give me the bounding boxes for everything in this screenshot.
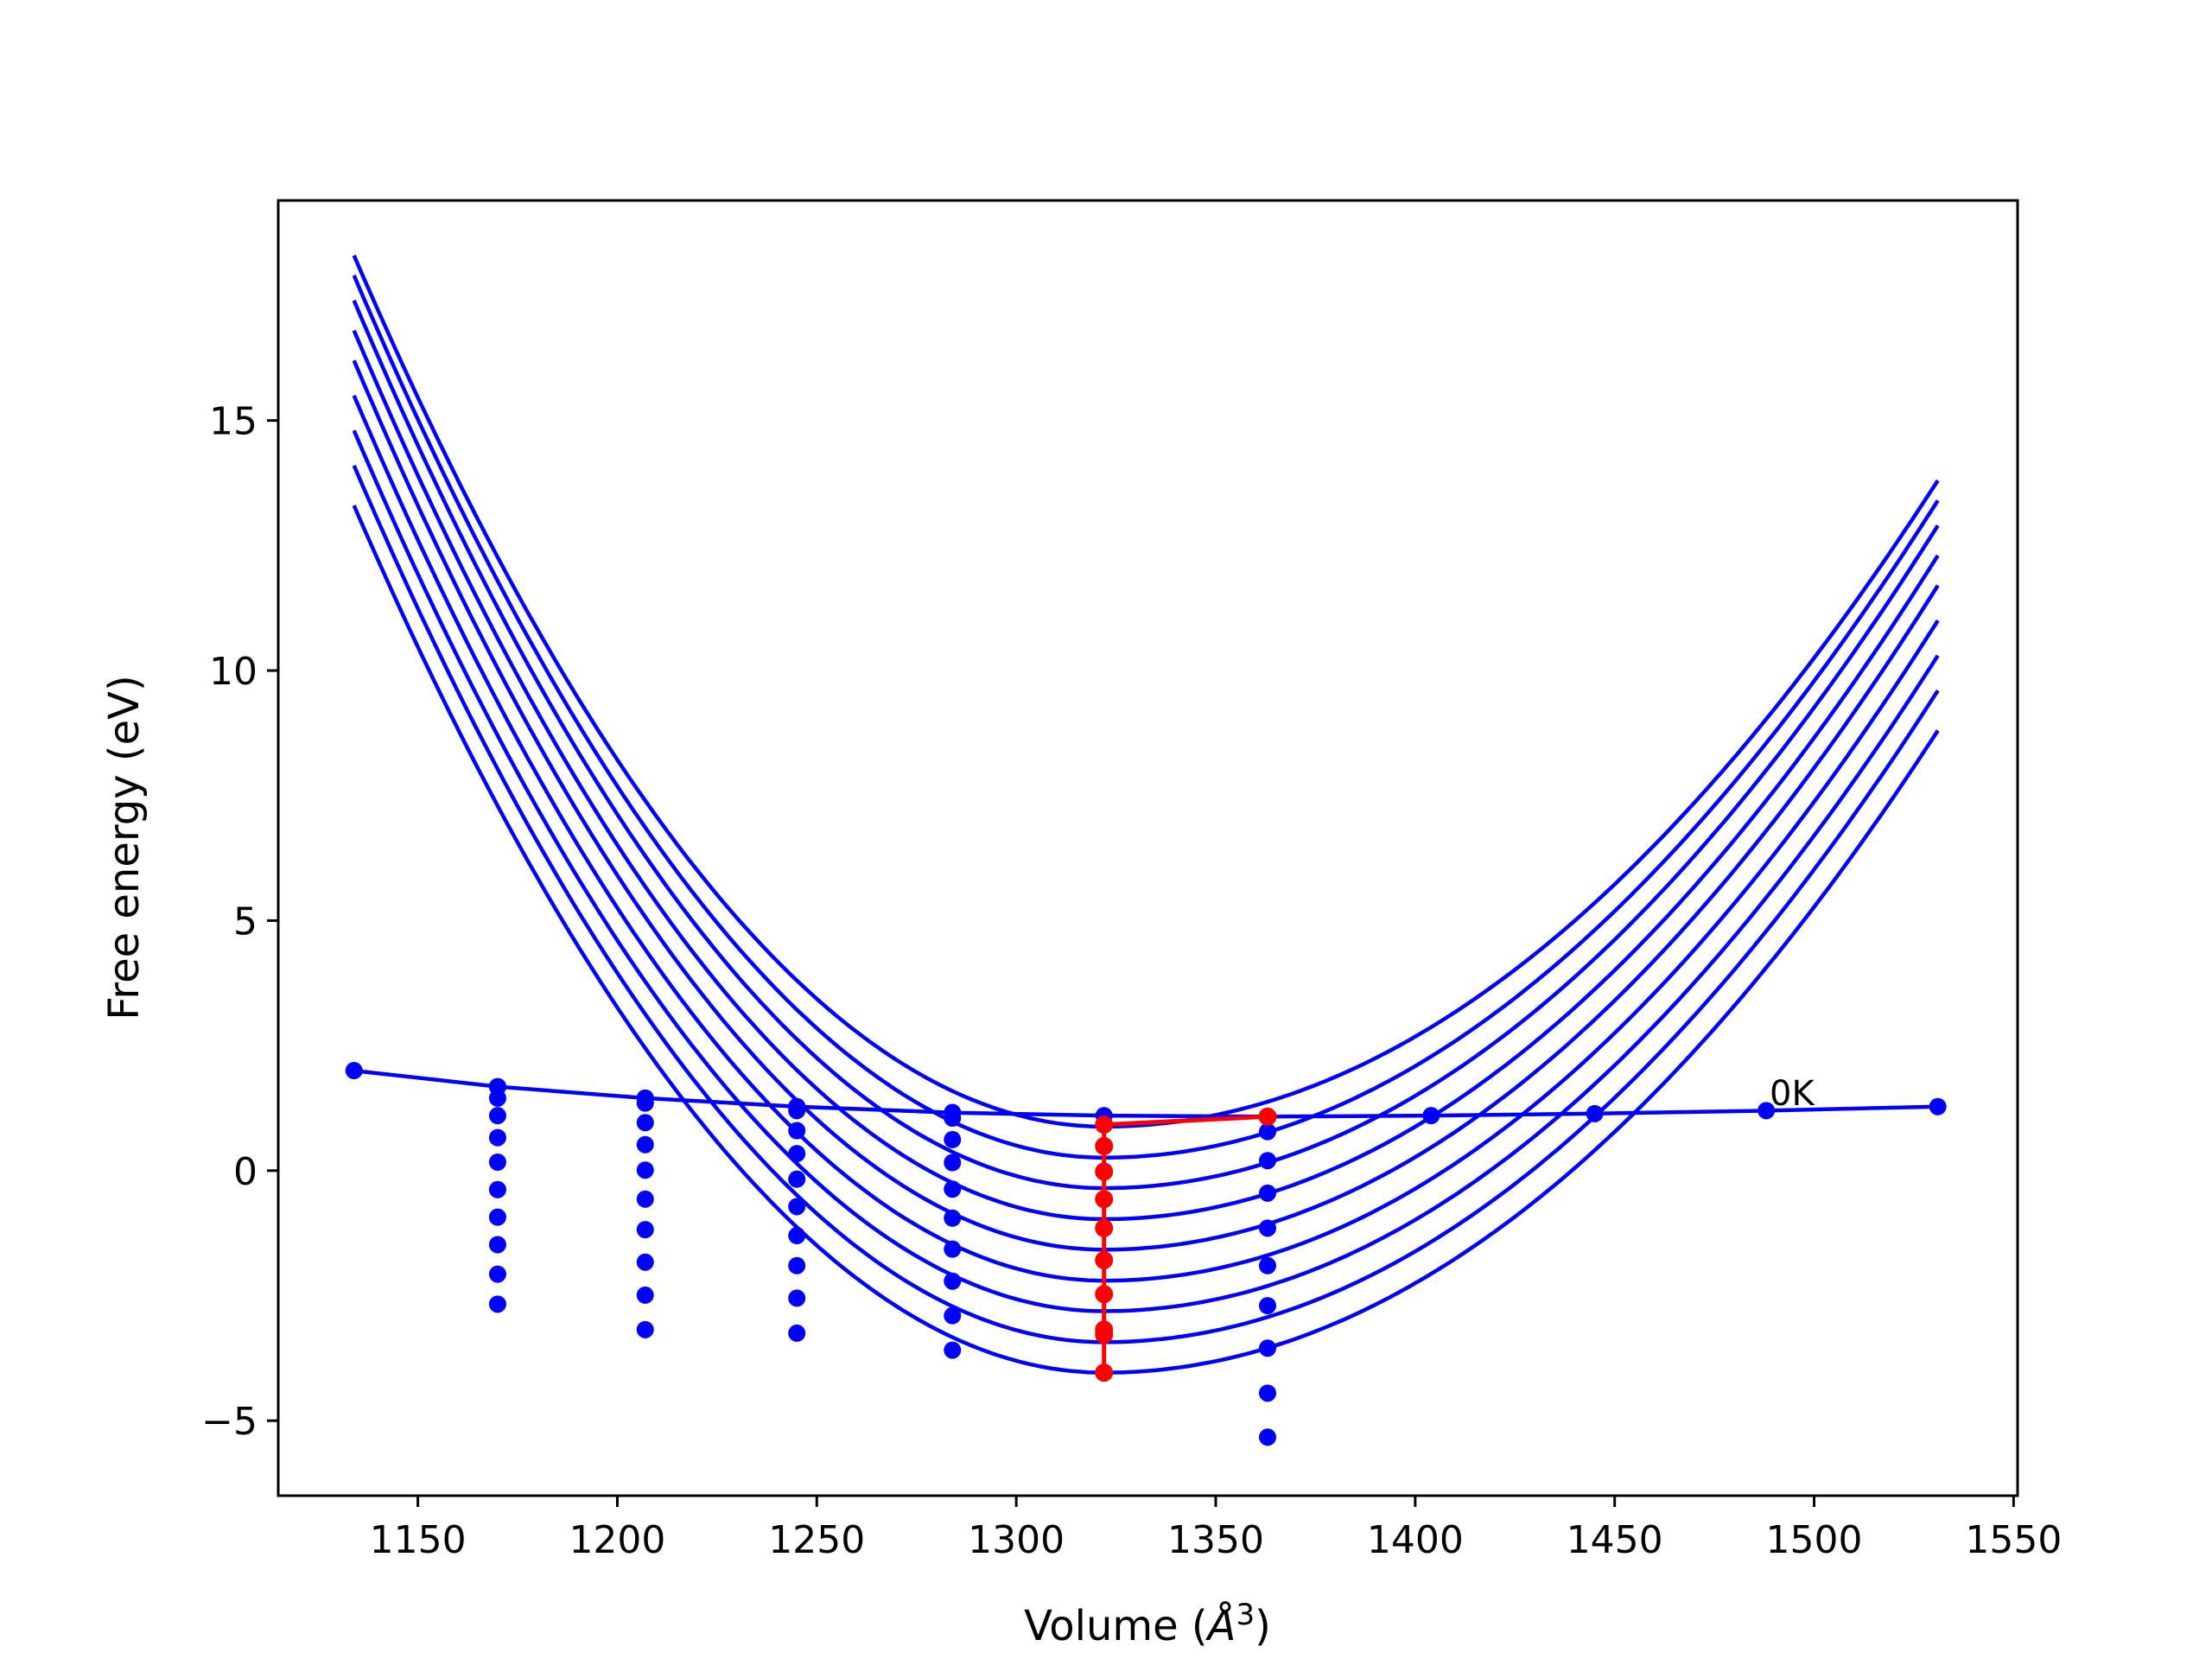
data-point bbox=[1259, 1297, 1277, 1315]
data-point bbox=[488, 1153, 506, 1171]
minima-point bbox=[1095, 1363, 1114, 1382]
zero-k-point bbox=[1929, 1097, 1947, 1116]
data-point bbox=[788, 1102, 806, 1120]
x-axis-label: Volume (Å3) bbox=[1024, 1598, 1271, 1650]
minima-point bbox=[1095, 1116, 1114, 1135]
data-points bbox=[488, 1077, 1277, 1446]
data-point bbox=[488, 1208, 506, 1226]
plot-frame bbox=[276, 199, 2019, 1497]
x-tick-label: 1400 bbox=[1367, 1518, 1464, 1562]
x-tick-label: 1350 bbox=[1167, 1518, 1264, 1562]
fit-curve-8 bbox=[352, 464, 1940, 1344]
data-point bbox=[788, 1122, 806, 1140]
data-point bbox=[1259, 1219, 1277, 1237]
zero-k-point bbox=[345, 1062, 363, 1080]
minima-point bbox=[1095, 1285, 1114, 1304]
x-tick-label: 1150 bbox=[370, 1518, 467, 1562]
x-tick-label: 1450 bbox=[1567, 1518, 1663, 1562]
data-point bbox=[944, 1130, 962, 1148]
y-axis-label: Free energy (eV) bbox=[100, 675, 149, 1020]
data-point bbox=[636, 1286, 654, 1304]
fit-curve-5 bbox=[352, 359, 1940, 1252]
data-point bbox=[488, 1265, 506, 1283]
data-point bbox=[944, 1240, 962, 1258]
zero-k-series bbox=[345, 1062, 1947, 1126]
data-point bbox=[1259, 1152, 1277, 1170]
y-tick-label: 5 bbox=[233, 899, 257, 944]
fit-curve-9 bbox=[352, 505, 1940, 1375]
x-tick-label: 1200 bbox=[569, 1518, 665, 1562]
data-point bbox=[1259, 1339, 1277, 1357]
zero-k-point bbox=[1758, 1102, 1776, 1120]
minima-point bbox=[1095, 1162, 1114, 1181]
data-point bbox=[944, 1306, 962, 1325]
data-point bbox=[788, 1198, 806, 1216]
data-point bbox=[636, 1221, 654, 1239]
fit-curve-3 bbox=[352, 299, 1940, 1191]
data-point bbox=[944, 1272, 962, 1290]
x-axis: 1150 1200 1250 1300 1350 1400 1450 1500 1550 bbox=[370, 1496, 2062, 1562]
data-point bbox=[788, 1145, 806, 1163]
data-point bbox=[944, 1341, 962, 1359]
data-point bbox=[488, 1180, 506, 1198]
data-point bbox=[788, 1256, 806, 1274]
x-tick-label: 1300 bbox=[968, 1518, 1065, 1562]
zero-k-point bbox=[1422, 1107, 1440, 1125]
minima-point bbox=[1095, 1190, 1114, 1209]
data-point bbox=[788, 1289, 806, 1307]
x-tick-label: 1250 bbox=[768, 1518, 865, 1562]
y-tick-label: 15 bbox=[209, 400, 257, 444]
zero-k-label: 0K bbox=[1770, 1074, 1815, 1114]
data-point bbox=[1259, 1122, 1277, 1141]
data-point bbox=[488, 1295, 506, 1313]
data-point bbox=[488, 1107, 506, 1125]
data-point bbox=[488, 1236, 506, 1254]
minima-point bbox=[1095, 1136, 1114, 1155]
data-point bbox=[636, 1190, 654, 1208]
minima-point bbox=[1095, 1325, 1114, 1344]
data-point bbox=[944, 1209, 962, 1227]
data-point bbox=[788, 1170, 806, 1188]
fit-curve-7 bbox=[352, 429, 1940, 1313]
data-point bbox=[1259, 1384, 1277, 1402]
data-point bbox=[944, 1154, 962, 1172]
minima-point bbox=[1258, 1107, 1277, 1126]
minima-path bbox=[1095, 1107, 1277, 1382]
data-point bbox=[636, 1320, 654, 1338]
fit-curves bbox=[352, 254, 1940, 1375]
data-point bbox=[636, 1161, 654, 1179]
fit-curve-6 bbox=[352, 394, 1940, 1283]
data-point bbox=[1259, 1428, 1277, 1446]
fit-curve-2 bbox=[352, 274, 1940, 1160]
data-point bbox=[788, 1227, 806, 1245]
data-point bbox=[636, 1135, 654, 1154]
data-point bbox=[636, 1253, 654, 1271]
zero-k-point bbox=[1586, 1104, 1604, 1122]
y-tick-label: −5 bbox=[201, 1400, 257, 1444]
data-point bbox=[944, 1180, 962, 1198]
y-axis: −5 0 5 10 15 bbox=[201, 400, 278, 1444]
data-point bbox=[488, 1128, 506, 1147]
zero-k-line bbox=[353, 1068, 1938, 1119]
x-tick-label: 1500 bbox=[1766, 1518, 1863, 1562]
data-point bbox=[944, 1109, 962, 1128]
fit-curve-1 bbox=[352, 254, 1940, 1129]
y-tick-label: 10 bbox=[209, 650, 257, 694]
fit-curve-4 bbox=[352, 329, 1940, 1222]
data-point bbox=[788, 1324, 806, 1342]
data-point bbox=[636, 1094, 654, 1112]
y-tick-label: 0 bbox=[233, 1150, 257, 1194]
x-tick-label: 1550 bbox=[1965, 1518, 2062, 1562]
minima-point bbox=[1095, 1218, 1114, 1237]
minima-point bbox=[1095, 1250, 1114, 1269]
data-point bbox=[1259, 1184, 1277, 1202]
data-point bbox=[636, 1114, 654, 1132]
data-point bbox=[1259, 1256, 1277, 1274]
data-point bbox=[488, 1089, 506, 1107]
